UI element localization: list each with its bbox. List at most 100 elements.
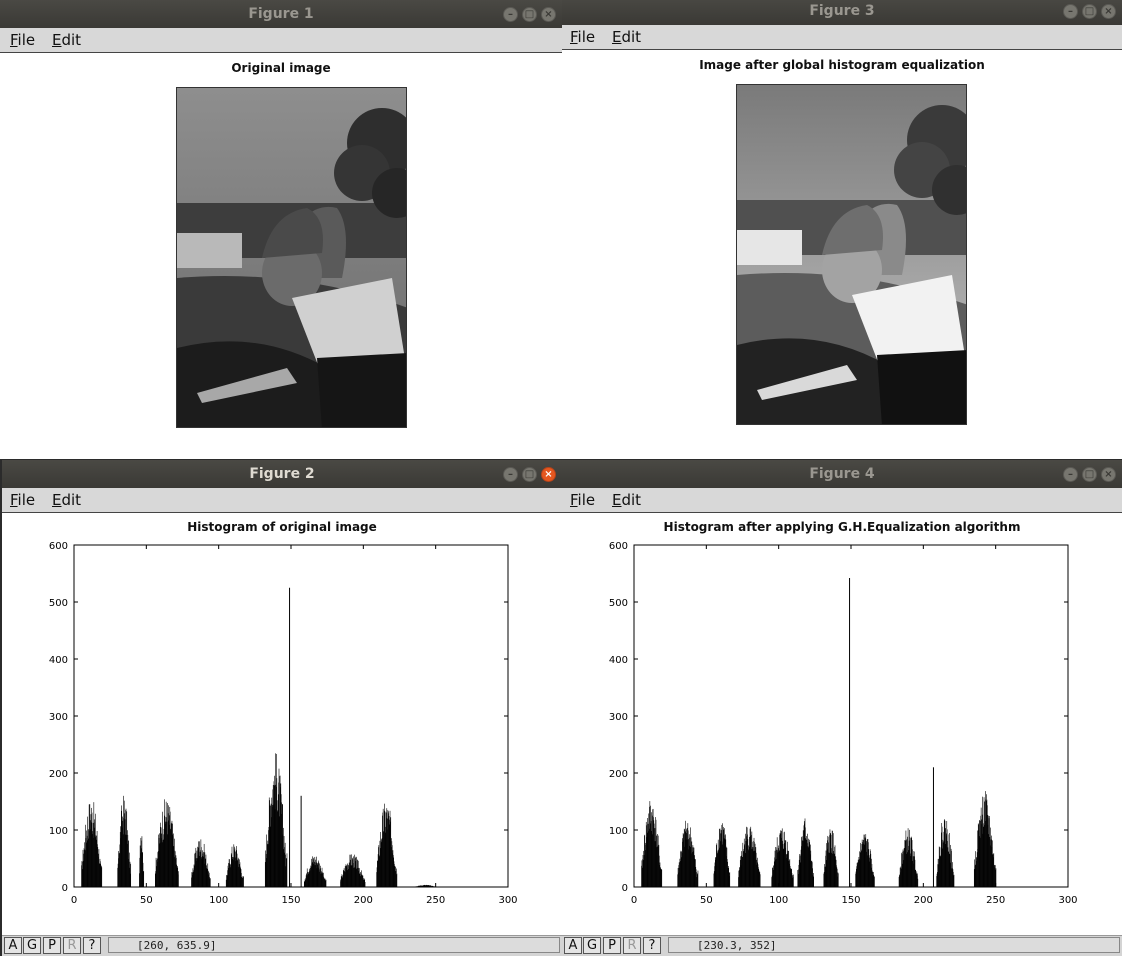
autoscale-button[interactable]: A: [564, 937, 582, 954]
figure-1-titlebar[interactable]: Figure 1 – □ ×: [0, 0, 562, 28]
histogram-bar: [905, 840, 907, 887]
close-button[interactable]: ×: [541, 7, 556, 22]
histogram-bar: [939, 856, 941, 887]
histogram-bar: [775, 847, 777, 887]
histogram-bar: [158, 843, 160, 887]
menu-edit[interactable]: Edit: [612, 28, 642, 46]
maximize-button[interactable]: □: [1082, 4, 1097, 19]
histogram-bar: [276, 753, 277, 887]
histogram-bar: [274, 809, 276, 887]
histogram-bar: [873, 876, 875, 887]
menu-file[interactable]: File: [10, 491, 36, 509]
figure-4-titlebar[interactable]: Figure 4 – □ ×: [562, 460, 1122, 488]
figure-2-titlebar[interactable]: Figure 2 – □ ×: [2, 460, 562, 488]
histogram-bar: [364, 878, 366, 887]
histogram-bar: [679, 858, 681, 887]
menu-file[interactable]: File: [570, 491, 596, 509]
close-button[interactable]: ×: [1101, 467, 1116, 482]
histogram-bar: [677, 874, 678, 887]
help-button[interactable]: ?: [643, 937, 661, 954]
histogram-bar: [389, 810, 391, 887]
menu-file[interactable]: File: [10, 31, 36, 49]
histogram-bar: [938, 864, 940, 887]
histogram-bar: [283, 836, 285, 887]
help-button[interactable]: ?: [83, 937, 101, 954]
histogram-original-chart[interactable]: 0 100 200 300 400 500 600 0 50 100 150 200 250 300: [2, 535, 562, 935]
histogram-bars: [641, 791, 997, 887]
histogram-bar: [343, 869, 344, 887]
close-button[interactable]: ×: [541, 467, 556, 482]
histogram-bar: [378, 856, 380, 887]
x-tick-label: 300: [498, 895, 517, 906]
histogram-bar: [720, 833, 722, 887]
y-tick-label: 200: [609, 769, 628, 780]
pan-button[interactable]: P: [43, 937, 61, 954]
histogram-bar: [725, 834, 726, 887]
histogram-bar: [696, 877, 698, 887]
maximize-button[interactable]: □: [522, 7, 537, 22]
histogram-bar: [859, 860, 861, 887]
histogram-bar: [945, 843, 946, 887]
histogram-bar: [358, 867, 360, 887]
histogram-bar: [346, 865, 347, 887]
histogram-bar: [364, 881, 366, 887]
histogram-bar: [978, 824, 979, 887]
menu-edit[interactable]: Edit: [612, 491, 642, 509]
menu-edit[interactable]: Edit: [52, 491, 82, 509]
grid-button[interactable]: G: [583, 937, 601, 954]
pan-button[interactable]: P: [603, 937, 621, 954]
histogram-bar: [755, 850, 756, 887]
histogram-bar: [911, 840, 913, 887]
histogram-equalized-chart[interactable]: 0 100 200 300 400 500 600 0 50 100 150 200 250 300: [562, 535, 1122, 935]
histogram-bar: [345, 872, 346, 887]
histogram-bar: [831, 830, 833, 887]
histogram-bar: [742, 851, 744, 887]
minimize-button[interactable]: –: [503, 467, 518, 482]
menubar: File Edit: [2, 488, 562, 513]
histogram-bar: [195, 858, 196, 887]
histogram-bar: [690, 846, 692, 887]
histogram-bar: [165, 816, 167, 887]
close-button[interactable]: ×: [1101, 4, 1116, 19]
maximize-button[interactable]: □: [1082, 467, 1097, 482]
histogram-bar: [803, 825, 805, 887]
histogram-bar: [433, 886, 434, 887]
histogram-bar: [949, 854, 951, 887]
histogram-bar: [874, 877, 875, 887]
minimize-button[interactable]: –: [503, 7, 518, 22]
figure-3-titlebar[interactable]: Figure 3 – □ ×: [562, 0, 1122, 25]
histogram-bar: [428, 885, 430, 887]
histogram-bar: [203, 856, 205, 887]
figure-2-window: Figure 2 – □ × File Edit Histogram of or…: [2, 460, 562, 956]
histogram-bar: [756, 864, 757, 887]
histogram-bar: [93, 837, 94, 887]
histogram-bar: [652, 809, 654, 887]
histogram-bar: [270, 805, 271, 887]
histogram-bar: [349, 866, 350, 887]
menu-edit[interactable]: Edit: [52, 31, 82, 49]
histogram-bar: [346, 867, 348, 887]
histogram-bar: [832, 833, 834, 887]
autoscale-button[interactable]: A: [4, 937, 22, 954]
histogram-bar: [362, 875, 364, 887]
histogram-bar: [322, 876, 324, 887]
histogram-bar: [790, 869, 791, 887]
histogram-bar: [689, 837, 691, 887]
histogram-bar: [87, 830, 89, 887]
rotate-button[interactable]: R: [623, 937, 641, 954]
grid-button[interactable]: G: [23, 937, 41, 954]
histogram-bar: [785, 847, 786, 887]
rotate-button[interactable]: R: [63, 937, 81, 954]
histogram-bar: [654, 841, 655, 887]
histogram-bar: [383, 831, 385, 887]
minimize-button[interactable]: –: [1063, 4, 1078, 19]
histogram-bar: [758, 868, 760, 887]
histogram-bar: [777, 850, 778, 887]
histogram-bar: [194, 852, 196, 887]
histogram-bar: [813, 873, 814, 887]
menu-file[interactable]: File: [570, 28, 596, 46]
histogram-bar: [779, 834, 780, 887]
minimize-button[interactable]: –: [1063, 467, 1078, 482]
histogram-bar: [906, 853, 907, 887]
maximize-button[interactable]: □: [522, 467, 537, 482]
